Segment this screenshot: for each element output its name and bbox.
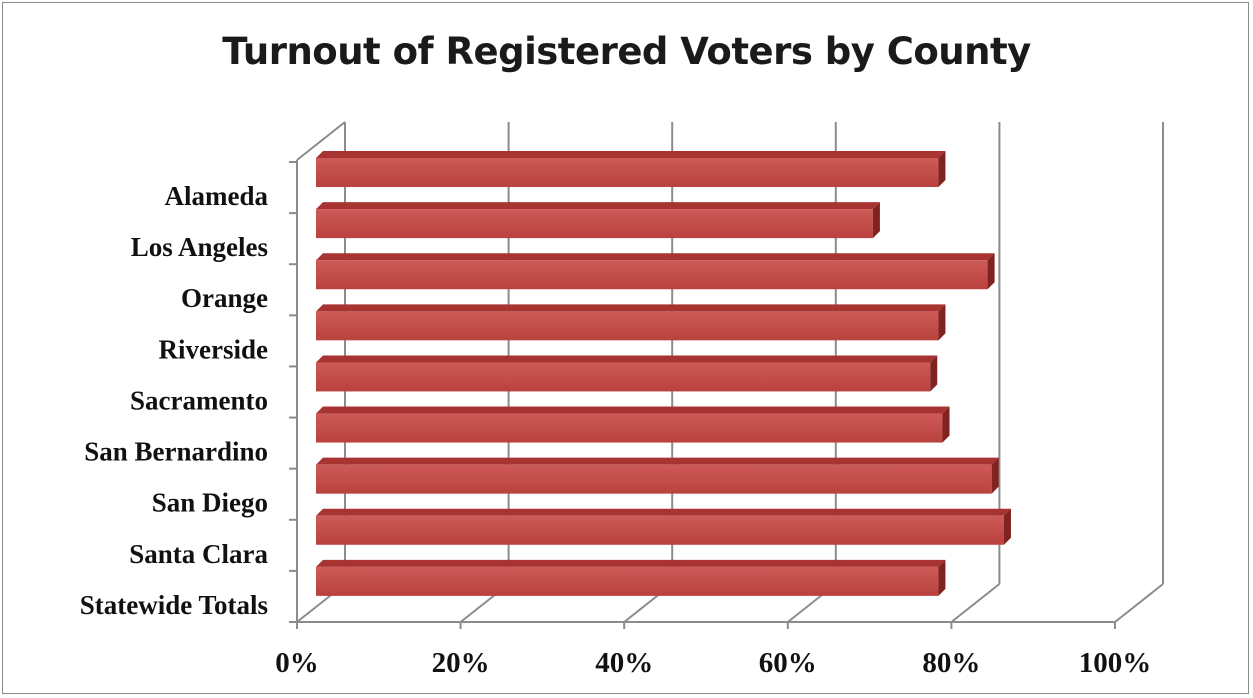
- bar: [316, 566, 939, 596]
- category-label: Riverside: [159, 334, 268, 364]
- category-label: Statewide Totals: [80, 590, 268, 620]
- category-label: Santa Clara: [129, 539, 268, 569]
- category-label: San Bernardino: [84, 437, 268, 467]
- bar-alameda: [316, 151, 946, 187]
- category-label: Alameda: [165, 181, 269, 211]
- x-tick-label: 0%: [275, 647, 319, 679]
- bar-santa-clara: [316, 508, 1011, 545]
- category-label: Los Angeles: [131, 232, 268, 262]
- bar-end-face: [930, 355, 938, 392]
- bar-top-face: [316, 253, 995, 261]
- left-wall-top-edge: [296, 121, 346, 161]
- bar-end-face: [938, 559, 946, 596]
- bar-top-face: [316, 304, 946, 312]
- category-label: Sacramento: [130, 385, 268, 415]
- bar-end-face: [942, 406, 950, 443]
- bar: [316, 209, 873, 239]
- bar-end-face: [872, 202, 880, 239]
- bar: [316, 413, 943, 443]
- axis-labels: 0% 20% 40% 60% 80% 100% Alameda Los Angeles Oran…: [80, 181, 1152, 679]
- bar-statewide-totals: [316, 559, 946, 596]
- bar-top-face: [316, 508, 1011, 516]
- category-label: San Diego: [152, 488, 268, 518]
- category-label: Orange: [181, 283, 268, 313]
- bar-end-face: [987, 253, 995, 290]
- floor-gridline: [950, 583, 1001, 623]
- bar-top-face: [316, 406, 950, 414]
- bar: [316, 362, 931, 392]
- bar-riverside: [316, 304, 946, 341]
- bar-san-bernardino: [316, 406, 950, 443]
- chart-title: Turnout of Registered Voters by County: [222, 30, 1031, 73]
- bars: [316, 151, 1011, 596]
- bar: [316, 311, 939, 341]
- x-tick-label: 80%: [922, 647, 980, 679]
- bar-orange: [316, 253, 995, 290]
- bar: [316, 260, 988, 290]
- x-tick-label: 100%: [1079, 647, 1152, 679]
- bar-end-face: [938, 151, 946, 187]
- bar-top-face: [316, 151, 946, 158]
- bar-end-face: [1003, 508, 1011, 545]
- x-tick-label: 20%: [432, 647, 490, 679]
- bar-top-face: [316, 457, 999, 465]
- bar: [316, 464, 992, 494]
- bar-top-face: [316, 559, 946, 567]
- floor-gridline: [1114, 583, 1164, 623]
- bar-sacramento: [316, 355, 938, 392]
- x-tick-label: 60%: [759, 647, 817, 679]
- bar: [316, 515, 1004, 545]
- bar-end-face: [991, 457, 999, 494]
- x-tick-label: 40%: [595, 647, 653, 679]
- bar-los-angeles: [316, 202, 880, 239]
- bar: [316, 158, 939, 187]
- bar-san-diego: [316, 457, 999, 494]
- bar-end-face: [938, 304, 946, 341]
- bar-top-face: [316, 202, 880, 210]
- bar-top-face: [316, 355, 938, 363]
